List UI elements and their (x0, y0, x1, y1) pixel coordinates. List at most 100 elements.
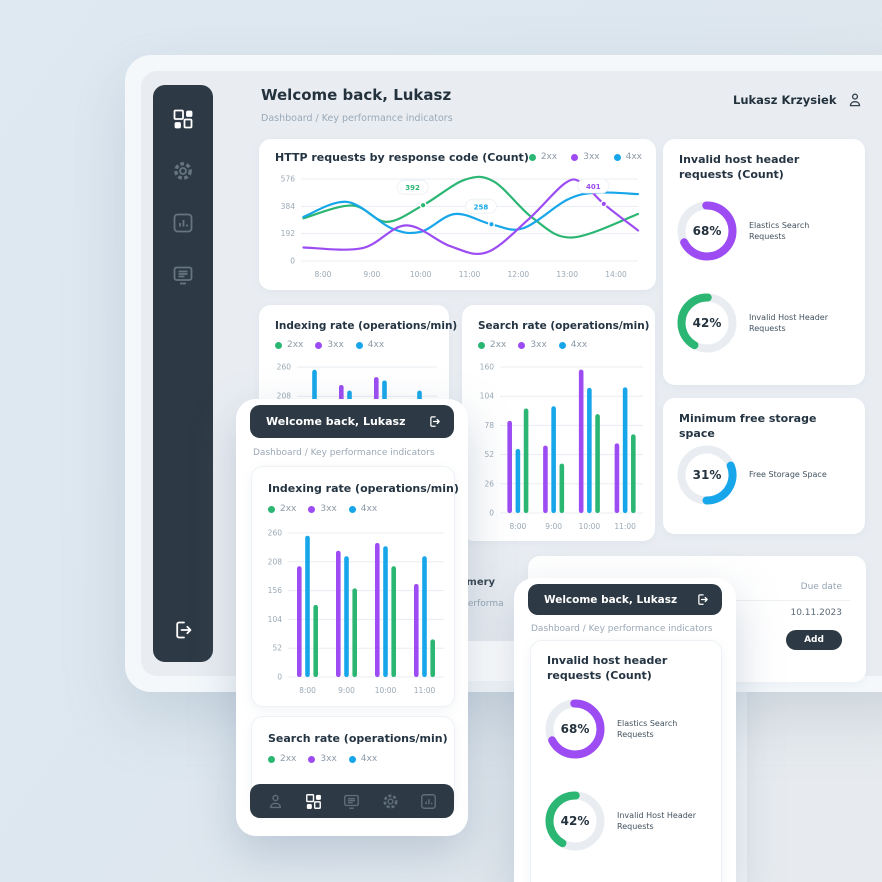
donut-42-label: Invalid Host Header Requests (617, 810, 697, 831)
legend-dot-4xx (348, 755, 356, 763)
storage-card-title: Minimum free storage space (679, 412, 817, 440)
legend-item-4xx[interactable]: 4xx (613, 152, 642, 162)
donut-row-31: 31% Free Storage Space (677, 445, 841, 505)
mobile-view-1: Welcome back, Lukasz Dashboard / Key per… (236, 399, 468, 836)
logout-icon[interactable] (427, 414, 442, 429)
svg-text:14:00: 14:00 (605, 270, 627, 279)
logs-monitor-icon[interactable] (171, 263, 195, 287)
invalid-host-card-title: Invalid host header requests (Count) (547, 654, 668, 682)
legend-dot-3xx (308, 505, 316, 513)
legend-dot-3xx (308, 755, 316, 763)
svg-text:8:00: 8:00 (509, 522, 526, 531)
donut-68-label: Elastics Search Requests (617, 718, 678, 739)
donut-42-value: 42% (692, 316, 722, 330)
legend-item-3xx[interactable]: 3xx (571, 152, 600, 162)
user-name: Lukasz Krzysiek (733, 93, 837, 107)
svg-text:401: 401 (586, 183, 601, 191)
svg-text:10:00: 10:00 (410, 270, 432, 279)
http-requests-card: HTTP requests by response code (Count) 2… (259, 139, 656, 290)
legend-item-4xx[interactable]: 4xx (348, 504, 377, 514)
search-rate-card: Search rate (operations/min) 2xx 3xx 4xx… (462, 305, 655, 541)
legend-item-3xx[interactable]: 3xx (315, 340, 344, 350)
mobile2-title: Welcome back, Lukasz (544, 593, 678, 606)
svg-text:12:00: 12:00 (508, 270, 530, 279)
mobile2-breadcrumb: Dashboard / Key performance indicators (531, 624, 713, 634)
donut-ring (677, 201, 737, 261)
legend-item-3xx[interactable]: 3xx (308, 504, 337, 514)
add-button[interactable]: Add (786, 630, 842, 650)
svg-text:576: 576 (281, 175, 296, 184)
legend-item-3xx[interactable]: 3xx (308, 754, 337, 764)
legend-dot-2xx (275, 341, 282, 349)
legend-dot-2xx (528, 153, 536, 161)
svg-text:8:00: 8:00 (299, 686, 316, 695)
donut-68-value: 68% (692, 224, 722, 238)
search-card-title: Search rate (operations/min) (478, 320, 650, 332)
svg-text:160: 160 (480, 363, 495, 372)
legend-item-2xx[interactable]: 2xx (275, 340, 303, 350)
donut-31: 31% (677, 445, 737, 505)
svg-text:384: 384 (281, 202, 296, 211)
legend-dot-4xx (355, 341, 363, 349)
indexing-legend: 2xx 3xx 4xx (275, 340, 384, 350)
logout-icon[interactable] (171, 618, 195, 642)
search-legend: 2xx 3xx 4xx (478, 340, 587, 350)
svg-text:0: 0 (277, 673, 282, 682)
legend-item-4xx[interactable]: 4xx (558, 340, 587, 350)
svg-text:208: 208 (277, 392, 292, 401)
donut-row-42: 42% Invalid Host Header Requests (545, 791, 709, 851)
user-account-chip[interactable]: Lukasz Krzysiek (733, 91, 864, 109)
donut-68-value: 68% (560, 722, 590, 736)
donut-31-label: Free Storage Space (749, 470, 827, 480)
svg-text:10:00: 10:00 (579, 522, 601, 531)
donut-42: 42% (677, 293, 737, 353)
svg-text:9:00: 9:00 (363, 270, 380, 279)
svg-text:52: 52 (484, 450, 494, 459)
http-line-chart: 0 192 384 576 8:00 9:00 10:00 11:00 12:00 13:00 14… (281, 175, 640, 279)
svg-text:11:00: 11:00 (614, 522, 636, 531)
person-icon (850, 93, 861, 107)
donut-68: 68% (677, 201, 737, 261)
mobile1-breadcrumb: Dashboard / Key performance indicators (253, 448, 435, 458)
svg-text:0: 0 (489, 509, 494, 518)
analytics-chart-icon[interactable] (171, 211, 195, 235)
legend-item-3xx[interactable]: 3xx (518, 340, 547, 350)
svg-text:52: 52 (272, 644, 282, 653)
mobile1-bottom-nav (250, 784, 454, 818)
mobile1-header: Welcome back, Lukasz (250, 405, 454, 438)
person-icon[interactable] (266, 792, 285, 811)
settings-gear-icon[interactable] (381, 792, 400, 811)
logs-monitor-icon[interactable] (342, 792, 361, 811)
svg-text:8:00: 8:00 (315, 270, 332, 279)
indexing-card-title: Indexing rate (operations/min) (268, 482, 459, 495)
svg-text:78: 78 (484, 421, 494, 430)
legend-item-4xx[interactable]: 4xx (355, 340, 384, 350)
mobile2-header: Welcome back, Lukasz (528, 584, 722, 615)
dashboard-grid-icon[interactable] (304, 792, 323, 811)
legend-dot-2xx (478, 341, 485, 349)
http-card-title: HTTP requests by response code (Count) (275, 151, 529, 164)
due-date-value: 10.11.2023 (790, 608, 842, 618)
indexing-card-title: Indexing rate (operations/min) (275, 320, 458, 332)
dashboard-grid-icon[interactable] (171, 107, 195, 131)
indexing-legend: 2xx 3xx 4xx (268, 504, 377, 514)
legend-item-2xx[interactable]: 2xx (268, 504, 296, 514)
svg-text:104: 104 (268, 615, 283, 624)
search-legend: 2xx 3xx 4xx (268, 754, 377, 764)
storage-card: Minimum free storage space 31% Free Stor… (663, 398, 865, 534)
donut-31-value: 31% (692, 468, 722, 482)
svg-text:258: 258 (474, 203, 489, 211)
search-card-title: Search rate (operations/min) (268, 732, 448, 745)
logout-icon[interactable] (695, 592, 710, 607)
settings-gear-icon[interactable] (171, 159, 195, 183)
donut-42-value: 42% (560, 814, 590, 828)
legend-item-4xx[interactable]: 4xx (348, 754, 377, 764)
legend-item-2xx[interactable]: 2xx (268, 754, 296, 764)
svg-text:11:00: 11:00 (459, 270, 481, 279)
svg-text:13:00: 13:00 (556, 270, 578, 279)
legend-item-2xx[interactable]: 2xx (478, 340, 506, 350)
legend-item-2xx[interactable]: 2xx (528, 152, 557, 162)
svg-text:9:00: 9:00 (545, 522, 562, 531)
analytics-chart-icon[interactable] (419, 792, 438, 811)
legend-dot-2xx (268, 505, 275, 513)
